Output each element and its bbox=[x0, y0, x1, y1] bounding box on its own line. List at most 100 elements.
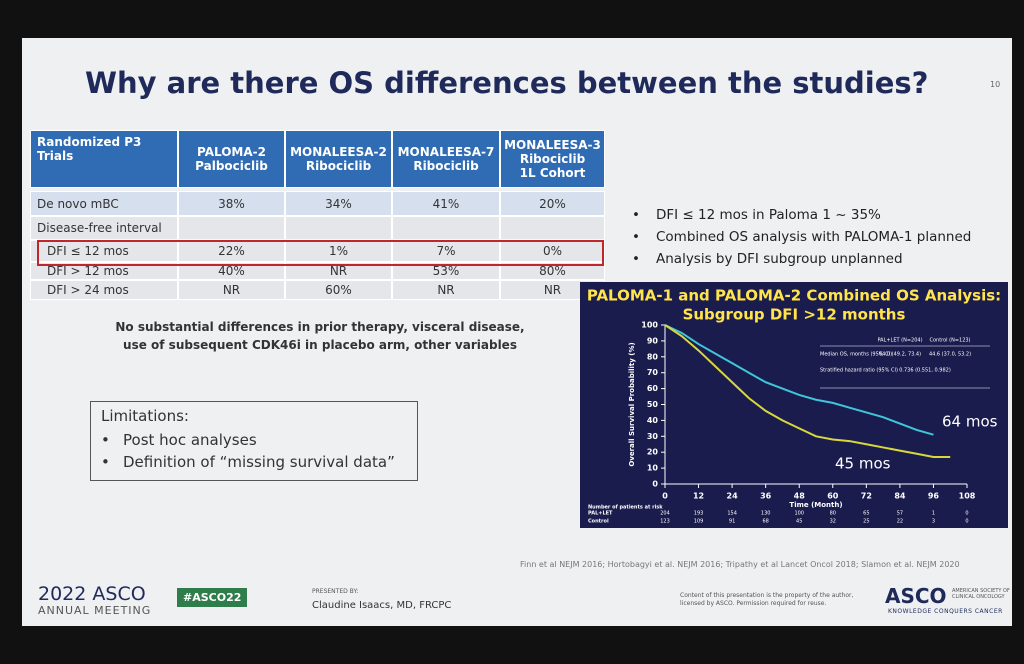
header-line: Trials bbox=[37, 149, 74, 163]
limitations-box: Limitations: • Post hoc analyses • Definiti… bbox=[90, 401, 418, 481]
table-cell: NR bbox=[285, 262, 392, 280]
table-cell: NR bbox=[500, 280, 605, 300]
society: AMERICAN SOCIETY OF CLINICAL ONCOLOGY bbox=[952, 588, 1010, 600]
chart-title: PALOMA-1 and PALOMA-2 Combined OS Analys… bbox=[587, 287, 1001, 305]
x-tick-label: 12 bbox=[693, 492, 704, 501]
limitation-text: Post hoc analyses bbox=[123, 431, 257, 449]
hashtag: #ASCO22 bbox=[177, 588, 248, 607]
y-axis-label: Overall Survival Probability (%) bbox=[628, 342, 636, 466]
y-tick-label: 100 bbox=[641, 321, 658, 330]
y-tick-label: 80 bbox=[647, 352, 659, 361]
risk-count: 204 bbox=[660, 511, 670, 517]
header-line: PALOMA-2 bbox=[197, 145, 266, 159]
survival-curve bbox=[664, 324, 934, 436]
risk-count: 123 bbox=[660, 519, 670, 525]
risk-count: 57 bbox=[897, 511, 903, 517]
risk-count: 68 bbox=[762, 519, 768, 525]
bullet-text: DFI ≤ 12 mos in Paloma 1 ~ 35% bbox=[656, 207, 881, 223]
x-tick-label: 60 bbox=[827, 492, 839, 501]
x-tick-label: 72 bbox=[861, 492, 872, 501]
risk-title: Number of patients at risk bbox=[588, 505, 663, 511]
copyright: Content of this presentation is the prop… bbox=[680, 592, 854, 607]
bullet-text: Analysis by DFI subgroup unplanned bbox=[656, 251, 903, 267]
header-cell: MONALEESA-2 Ribociclib bbox=[285, 130, 392, 188]
x-axis-label: Time (Month) bbox=[789, 501, 842, 509]
limitation-text: Definition of “missing survival data” bbox=[123, 453, 395, 471]
risk-count: 193 bbox=[694, 511, 704, 517]
risk-count: 25 bbox=[863, 519, 869, 525]
table-cell: 53% bbox=[392, 262, 500, 280]
legend-cell: Stratified hazard ratio (95% CI) bbox=[820, 368, 898, 374]
risk-count: 65 bbox=[863, 511, 869, 517]
bullet: • DFI ≤ 12 mos in Paloma 1 ~ 35% bbox=[632, 207, 881, 223]
table-cell: De novo mBC bbox=[30, 191, 178, 216]
chart-title: Subgroup DFI >12 months bbox=[683, 306, 906, 324]
table-cell: NR bbox=[178, 280, 285, 300]
x-tick-label: 48 bbox=[794, 492, 806, 501]
table-cell: 38% bbox=[178, 191, 285, 216]
risk-count: 154 bbox=[727, 511, 737, 517]
logo: ASCO bbox=[885, 584, 947, 608]
x-tick-label: 96 bbox=[928, 492, 940, 501]
meeting: 2022 ASCO bbox=[38, 583, 146, 605]
risk-row-name: Control bbox=[588, 519, 609, 525]
bullet-dot: • bbox=[101, 453, 110, 471]
y-tick-label: 50 bbox=[647, 400, 659, 409]
x-tick-label: 0 bbox=[662, 492, 668, 501]
risk-count: 3 bbox=[932, 519, 935, 525]
y-tick-label: 10 bbox=[647, 464, 659, 473]
risk-count: 80 bbox=[830, 511, 836, 517]
risk-count: 1 bbox=[932, 511, 935, 517]
x-tick-label: 108 bbox=[959, 492, 976, 501]
limitations-title: Limitations: bbox=[101, 407, 189, 425]
empty-cell bbox=[500, 216, 605, 240]
header-line: MONALEESA-2 bbox=[290, 145, 387, 159]
table-cell: 34% bbox=[285, 191, 392, 216]
header-line: Ribociclib bbox=[519, 152, 586, 166]
risk-count: 100 bbox=[794, 511, 804, 517]
limitation-item: • Post hoc analyses bbox=[101, 431, 257, 449]
legend-cell: 64.0 (49.2, 73.4) bbox=[879, 352, 921, 358]
chart-background bbox=[580, 282, 1008, 528]
header-cell: MONALEESA-7 Ribociclib bbox=[392, 130, 500, 188]
risk-count: 45 bbox=[796, 519, 802, 525]
risk-count: 22 bbox=[897, 519, 903, 525]
empty-cell bbox=[178, 216, 285, 240]
risk-count: 32 bbox=[830, 519, 836, 525]
x-tick-label: 24 bbox=[727, 492, 739, 501]
y-tick-label: 60 bbox=[647, 384, 659, 393]
risk-count: 0 bbox=[965, 519, 968, 525]
table-cell: Disease-free interval bbox=[30, 216, 178, 240]
tagline: KNOWLEDGE CONQUERS CANCER bbox=[888, 608, 1003, 615]
bullet-dot: • bbox=[632, 251, 640, 267]
highlight-box bbox=[37, 240, 604, 266]
empty-cell bbox=[392, 216, 500, 240]
empty-cell bbox=[285, 216, 392, 240]
header-line: MONALEESA-3 bbox=[504, 138, 601, 152]
header-line: Randomized P3 bbox=[37, 135, 142, 149]
table-cell: 41% bbox=[392, 191, 500, 216]
bullet-dot: • bbox=[101, 431, 110, 449]
y-tick-label: 20 bbox=[647, 448, 659, 457]
x-tick-label: 36 bbox=[760, 492, 772, 501]
legend-header: PAL+LET (N=204) bbox=[877, 338, 922, 344]
y-tick-label: 40 bbox=[647, 416, 659, 425]
legend-cell: Median OS, months (95% CI) bbox=[820, 352, 892, 358]
km-chart: PALOMA-1 and PALOMA-2 Combined OS Analys… bbox=[580, 282, 1008, 528]
risk-count: 91 bbox=[729, 519, 735, 525]
y-tick-label: 30 bbox=[647, 432, 659, 441]
table-cell: DFI ≤ 12 mos bbox=[30, 240, 178, 262]
table-cell: 40% bbox=[178, 262, 285, 280]
table-cell: 20% bbox=[500, 191, 605, 216]
bullet-dot: • bbox=[632, 229, 640, 245]
bullet-text: Combined OS analysis with PALOMA-1 plann… bbox=[656, 229, 972, 245]
presenter: Claudine Isaacs, MD, FRCPC bbox=[312, 600, 452, 611]
risk-count: 130 bbox=[761, 511, 771, 517]
table-cell: DFI > 12 mos bbox=[30, 262, 178, 280]
table-cell: DFI > 24 mos bbox=[30, 280, 178, 300]
header-line: Ribociclib bbox=[305, 159, 372, 173]
risk-row-name: PAL+LET bbox=[588, 511, 613, 517]
citation: Finn et al NEJM 2016; Hortobagyi et al. … bbox=[520, 560, 960, 569]
header-line: Palbociclib bbox=[195, 159, 268, 173]
